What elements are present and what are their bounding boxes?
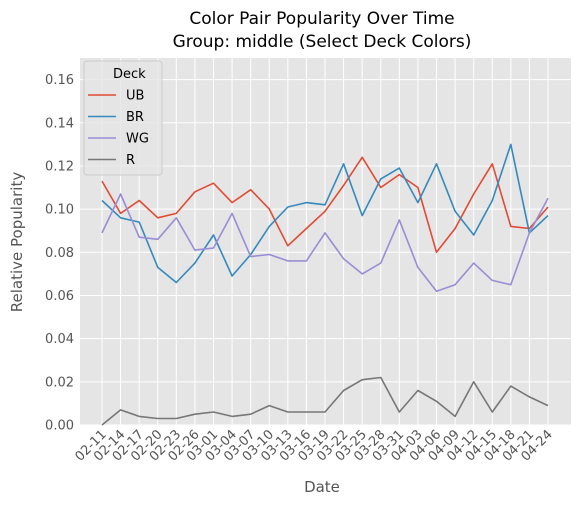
series-line-r [101,376,549,426]
legend-label-r: R [126,153,135,168]
y-tick-label: 0.06 [45,289,74,304]
legend-title: Deck [113,67,146,82]
y-tick-label: 0.14 [45,116,74,131]
y-tick-label: 0.12 [45,159,74,174]
chart-title: Color Pair Popularity Over Time [189,9,454,29]
y-tick-label: 0.10 [45,203,74,218]
legend-label-ub: UB [126,89,144,104]
y-tick-label: 0.00 [45,419,74,434]
series-line-wg [101,193,549,293]
y-axis-label: Relative Popularity [8,172,26,313]
series-line-ub [101,156,549,254]
series-line-br [101,143,549,284]
legend-items: UB BR WG R [88,89,149,168]
x-axis-label: Date [304,478,340,496]
legend-box [83,60,163,176]
y-tick-label: 0.02 [45,375,74,390]
chart-subtitle: Group: middle (Select Deck Colors) [173,32,472,52]
y-tick-label: 0.08 [45,246,74,261]
series-lines [101,143,549,426]
y-tick-label: 0.16 [45,73,74,88]
legend-label-br: BR [126,110,144,125]
legend: Deck UB BR WG R [83,60,163,176]
legend-label-wg: WG [126,132,149,147]
y-axis-ticks: 0.00 0.02 0.04 0.06 0.08 0.10 0.12 0.14 0.16 [45,73,74,433]
x-axis-ticks: 02-1102-1402-1702-2002-2302-2603-0103-04… [73,427,556,464]
y-tick-label: 0.04 [45,332,74,347]
